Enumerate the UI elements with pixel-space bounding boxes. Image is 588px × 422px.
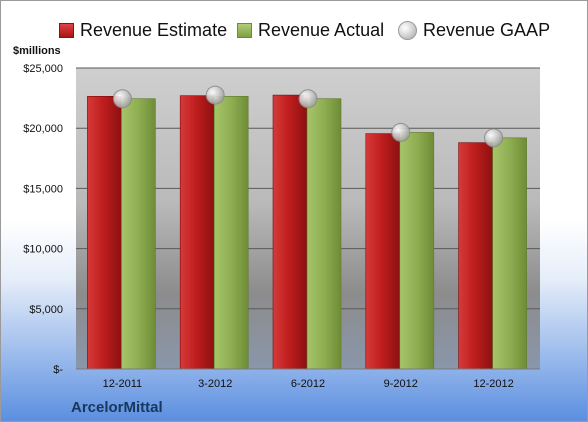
marker-revenue-gaap <box>112 89 132 109</box>
bar-revenue-estimate <box>179 95 215 370</box>
bar-revenue-estimate <box>365 133 401 370</box>
x-tick-label: 12-2012 <box>473 378 513 390</box>
y-tick-label: $10,000 <box>23 244 63 256</box>
marker-revenue-gaap <box>205 85 225 105</box>
legend-item-gaap: Revenue GAAP <box>398 15 550 45</box>
y-tick-label: $20,000 <box>23 123 63 135</box>
legend: Revenue Estimate Revenue Actual Revenue … <box>1 15 587 45</box>
bar-revenue-actual <box>306 98 342 370</box>
legend-label-actual: Revenue Actual <box>258 19 385 40</box>
bar-revenue-actual <box>121 98 156 370</box>
legend-swatch-estimate <box>59 22 74 38</box>
bar-revenue-actual <box>213 95 249 370</box>
legend-item-estimate: Revenue Estimate <box>59 15 227 45</box>
legend-swatch-actual <box>237 22 252 38</box>
company-name: ArcelorMittal <box>71 399 163 416</box>
marker-revenue-gaap <box>484 128 504 148</box>
x-tick-label: 12-2011 <box>103 378 143 390</box>
y-tick-label: $15,000 <box>23 183 63 195</box>
bar-revenue-estimate <box>458 142 493 370</box>
bar-revenue-estimate <box>272 94 308 370</box>
x-tick-label: 9-2012 <box>384 378 418 390</box>
y-tick-label: $5,000 <box>29 304 63 316</box>
marker-revenue-gaap <box>298 89 318 109</box>
legend-label-estimate: Revenue Estimate <box>80 19 228 40</box>
legend-item-actual: Revenue Actual <box>237 15 384 45</box>
legend-label-gaap: Revenue GAAP <box>423 19 551 40</box>
x-tick-label: 6-2012 <box>291 378 325 390</box>
y-axis-unit-label: $millions <box>13 45 61 57</box>
marker-revenue-gaap <box>391 122 411 142</box>
bar-revenue-actual <box>492 137 527 370</box>
x-tick-label: 3-2012 <box>198 378 232 390</box>
legend-swatch-gaap <box>398 20 417 40</box>
bar-revenue-estimate <box>87 95 122 370</box>
y-tick-label: $- <box>53 364 63 376</box>
y-tick-label: $25,000 <box>23 63 63 75</box>
bar-revenue-actual <box>399 132 435 370</box>
